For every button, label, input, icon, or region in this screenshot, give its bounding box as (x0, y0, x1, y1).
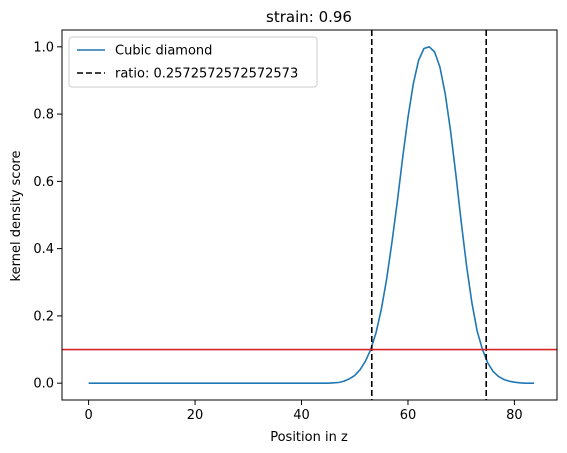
legend-box (68, 36, 318, 88)
legend: Cubic diamond ratio: 0.2572572572572573 (68, 36, 318, 88)
legend-label: ratio: 0.2572572572572573 (115, 67, 298, 82)
plot-area: 0 20 40 60 80 0.0 0.2 0.4 0.6 0.8 1.0 (33, 29, 558, 423)
y-tick-label: 0.8 (33, 108, 54, 123)
x-tick-label: 40 (293, 408, 310, 423)
y-tick-label: 0.6 (33, 175, 54, 190)
chart-title: strain: 0.96 (266, 8, 352, 26)
y-tick-label: 0.4 (33, 242, 54, 257)
x-tick-label: 80 (506, 408, 523, 423)
series-line-cubic-diamond (88, 46, 535, 384)
y-axis-label: kernel density score (9, 151, 24, 282)
plot-frame (61, 29, 558, 401)
data-layer (62, 30, 557, 400)
y-tick-label: 0.0 (33, 377, 54, 392)
x-tick-label: 20 (187, 408, 204, 423)
x-axis-label: Position in z (270, 430, 348, 445)
y-tick-label: 0.2 (33, 309, 54, 324)
y-tick-label: 1.0 (33, 40, 54, 55)
x-tick-label: 60 (400, 408, 417, 423)
x-tick-label: 0 (84, 408, 92, 423)
legend-label: Cubic diamond (115, 44, 212, 59)
